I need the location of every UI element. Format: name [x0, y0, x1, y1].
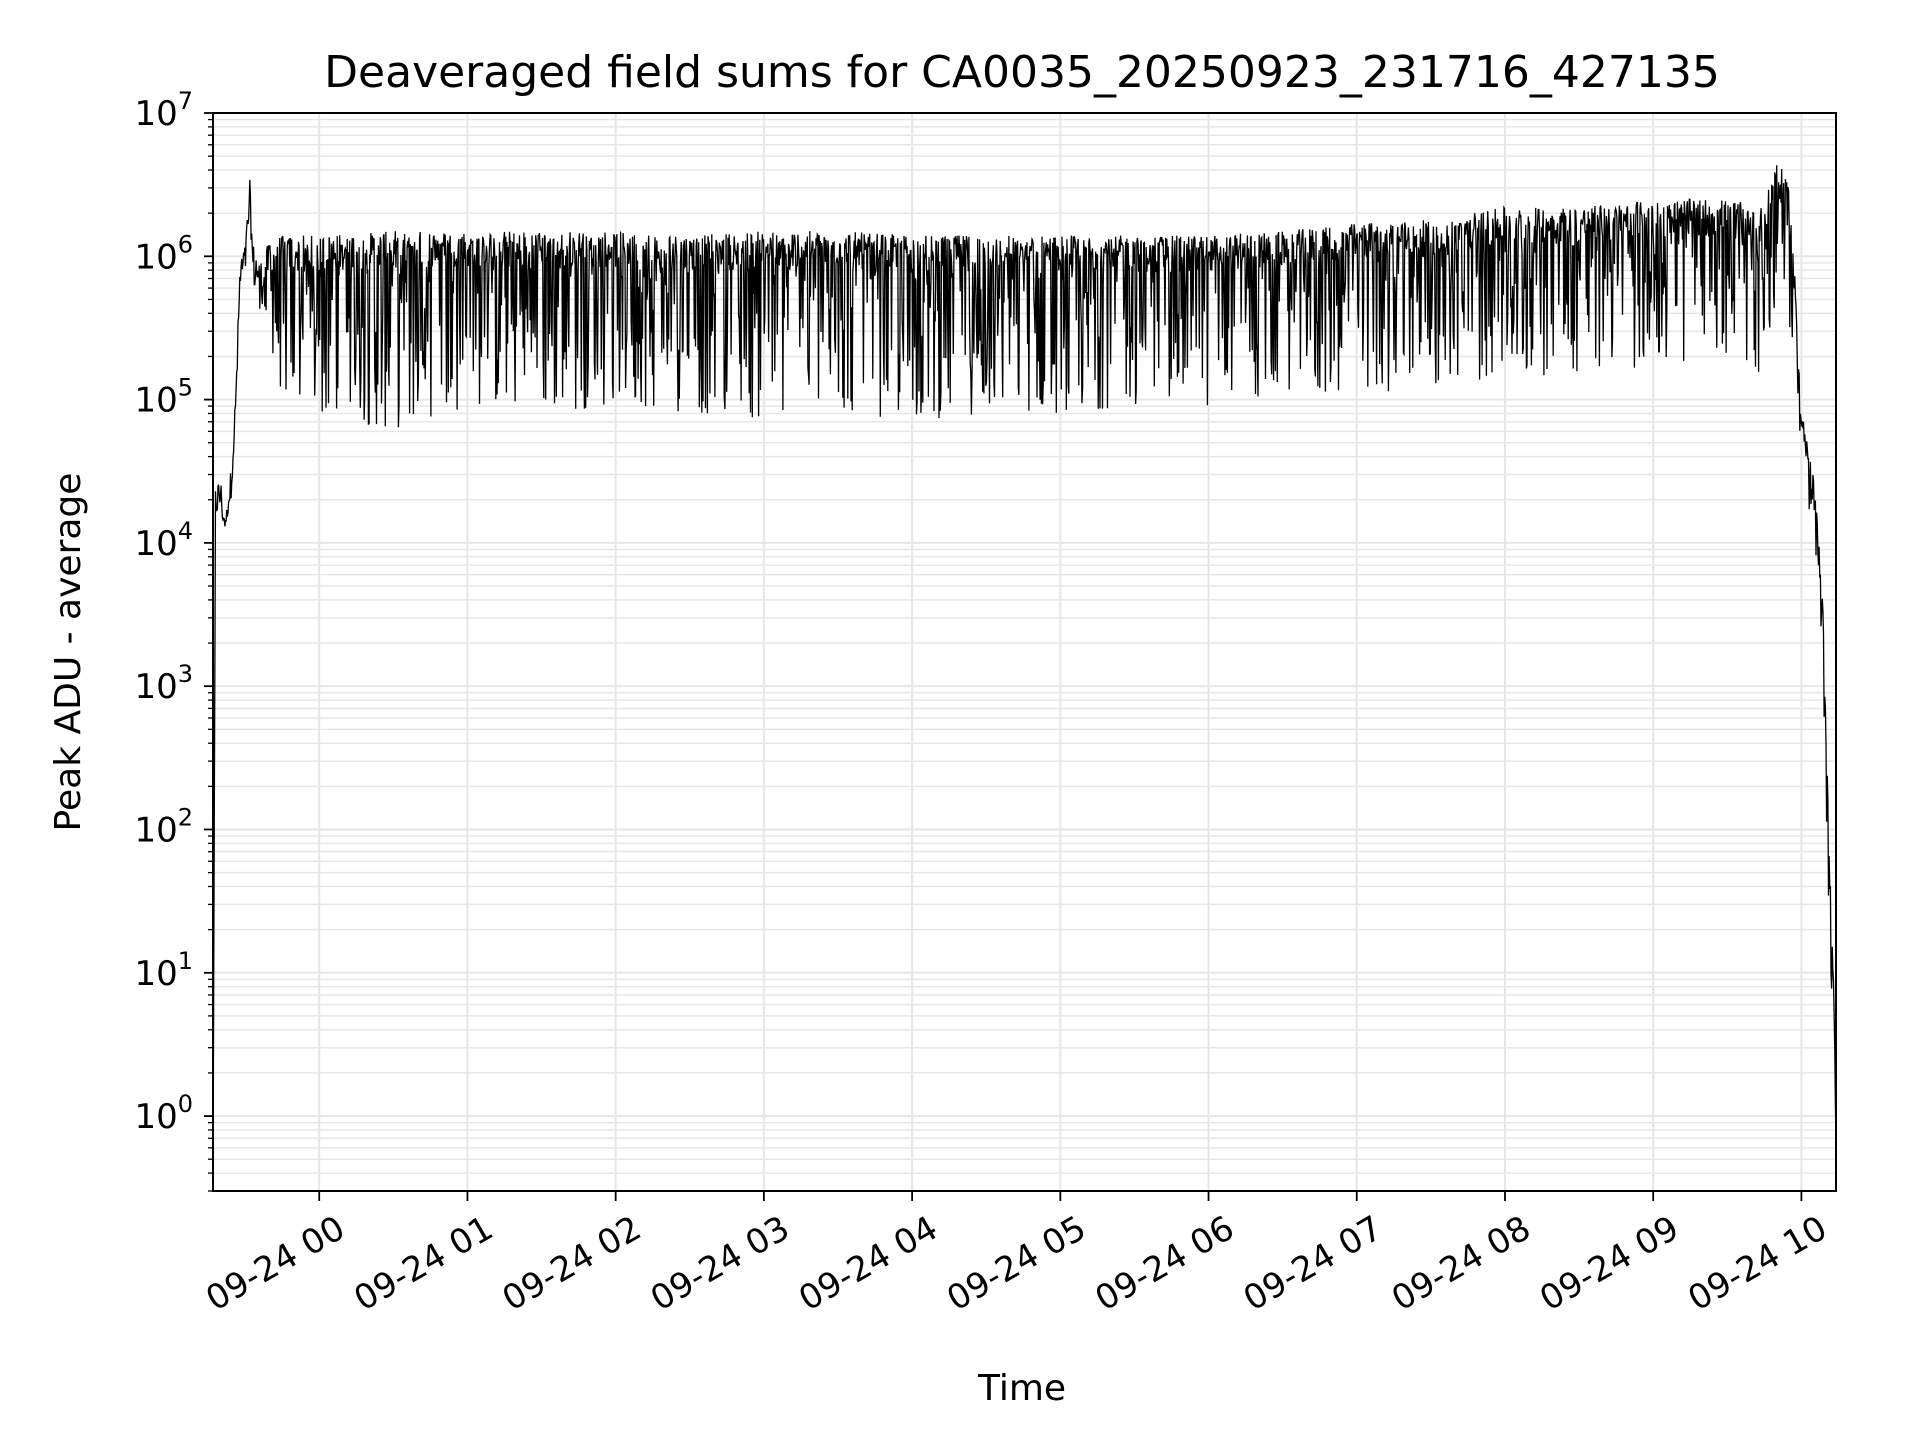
x-tick-label: 09-24 09	[1533, 1208, 1685, 1319]
x-tick-label: 09-24 04	[792, 1208, 944, 1319]
x-axis-label: Time	[977, 1368, 1066, 1409]
y-axis: 100 101 102 103 104 105 106 107	[134, 87, 213, 1192]
grid	[213, 112, 1836, 1192]
y-tick-label: 103	[134, 660, 193, 707]
x-tick-label: 09-24 07	[1237, 1208, 1389, 1319]
x-tick-label: 09-24 00	[199, 1208, 351, 1319]
y-tick-label: 101	[134, 947, 193, 994]
x-tick-label: 09-24 03	[644, 1208, 796, 1319]
y-axis-label: Peak ADU - average	[48, 473, 89, 832]
plot-frame	[212, 112, 1837, 1192]
y-tick-label: 100	[134, 1090, 193, 1137]
y-tick-label: 102	[134, 803, 193, 850]
y-tick-label: 107	[134, 87, 193, 134]
x-tick-label: 09-24 02	[496, 1208, 648, 1319]
x-tick-label: 09-24 08	[1385, 1208, 1537, 1319]
y-tick-label: 105	[134, 374, 193, 421]
series-line	[212, 165, 1837, 1192]
x-tick-label: 09-24 05	[940, 1208, 1092, 1319]
x-tick-label: 09-24 06	[1089, 1208, 1241, 1319]
chart-title: Deaveraged field sums for CA0035_2025092…	[324, 47, 1720, 98]
x-tick-label: 09-24 10	[1682, 1208, 1834, 1319]
x-tick-label: 09-24 01	[348, 1208, 500, 1319]
y-tick-label: 104	[134, 517, 193, 564]
y-tick-label: 106	[134, 230, 193, 277]
